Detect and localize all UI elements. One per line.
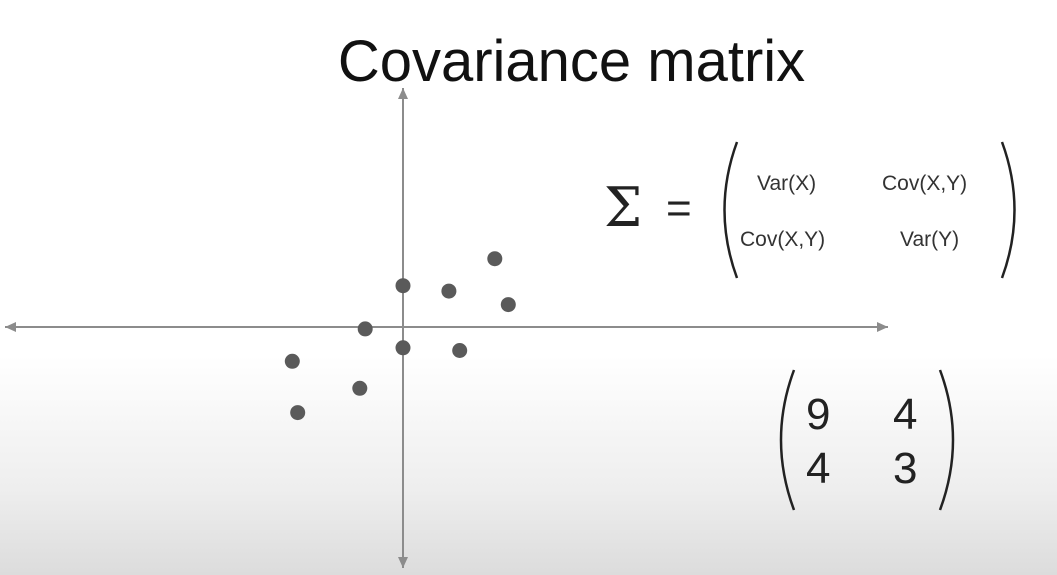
sigma-symbol: Σ (604, 176, 643, 239)
data-point-8 (284, 353, 300, 369)
data-point-2 (441, 283, 457, 299)
example-cell-21: 4 (806, 444, 831, 493)
data-point-7 (452, 343, 468, 358)
y-axis-top-arrowhead (398, 88, 408, 99)
data-point-6 (395, 340, 411, 356)
data-point-4 (500, 297, 516, 313)
example-cell-12: 4 (893, 390, 918, 439)
data-point-1 (395, 278, 411, 294)
diagram-title: Covariance matrix (337, 29, 806, 94)
formula-cell-var-x: Var(X) (757, 172, 817, 195)
data-point-5 (357, 321, 373, 337)
x-axis-left-arrowhead (5, 322, 16, 332)
example-cell-11: 9 (806, 390, 831, 439)
data-point-3 (487, 251, 503, 267)
x-axis-right-arrowhead (877, 322, 888, 332)
formula-cell-cov-xy-bottom: Cov(X,Y) (740, 228, 826, 251)
data-point-9 (352, 380, 368, 396)
data-point-10 (290, 405, 306, 421)
data-points (284, 251, 516, 421)
formula-cell-cov-xy-top: Cov(X,Y) (882, 172, 968, 195)
example-cell-22: 3 (893, 444, 918, 493)
axes (5, 88, 888, 568)
equals-sign: = (666, 184, 692, 233)
y-axis-bottom-arrowhead (398, 557, 408, 568)
formula-cell-var-y: Var(Y) (900, 228, 960, 251)
